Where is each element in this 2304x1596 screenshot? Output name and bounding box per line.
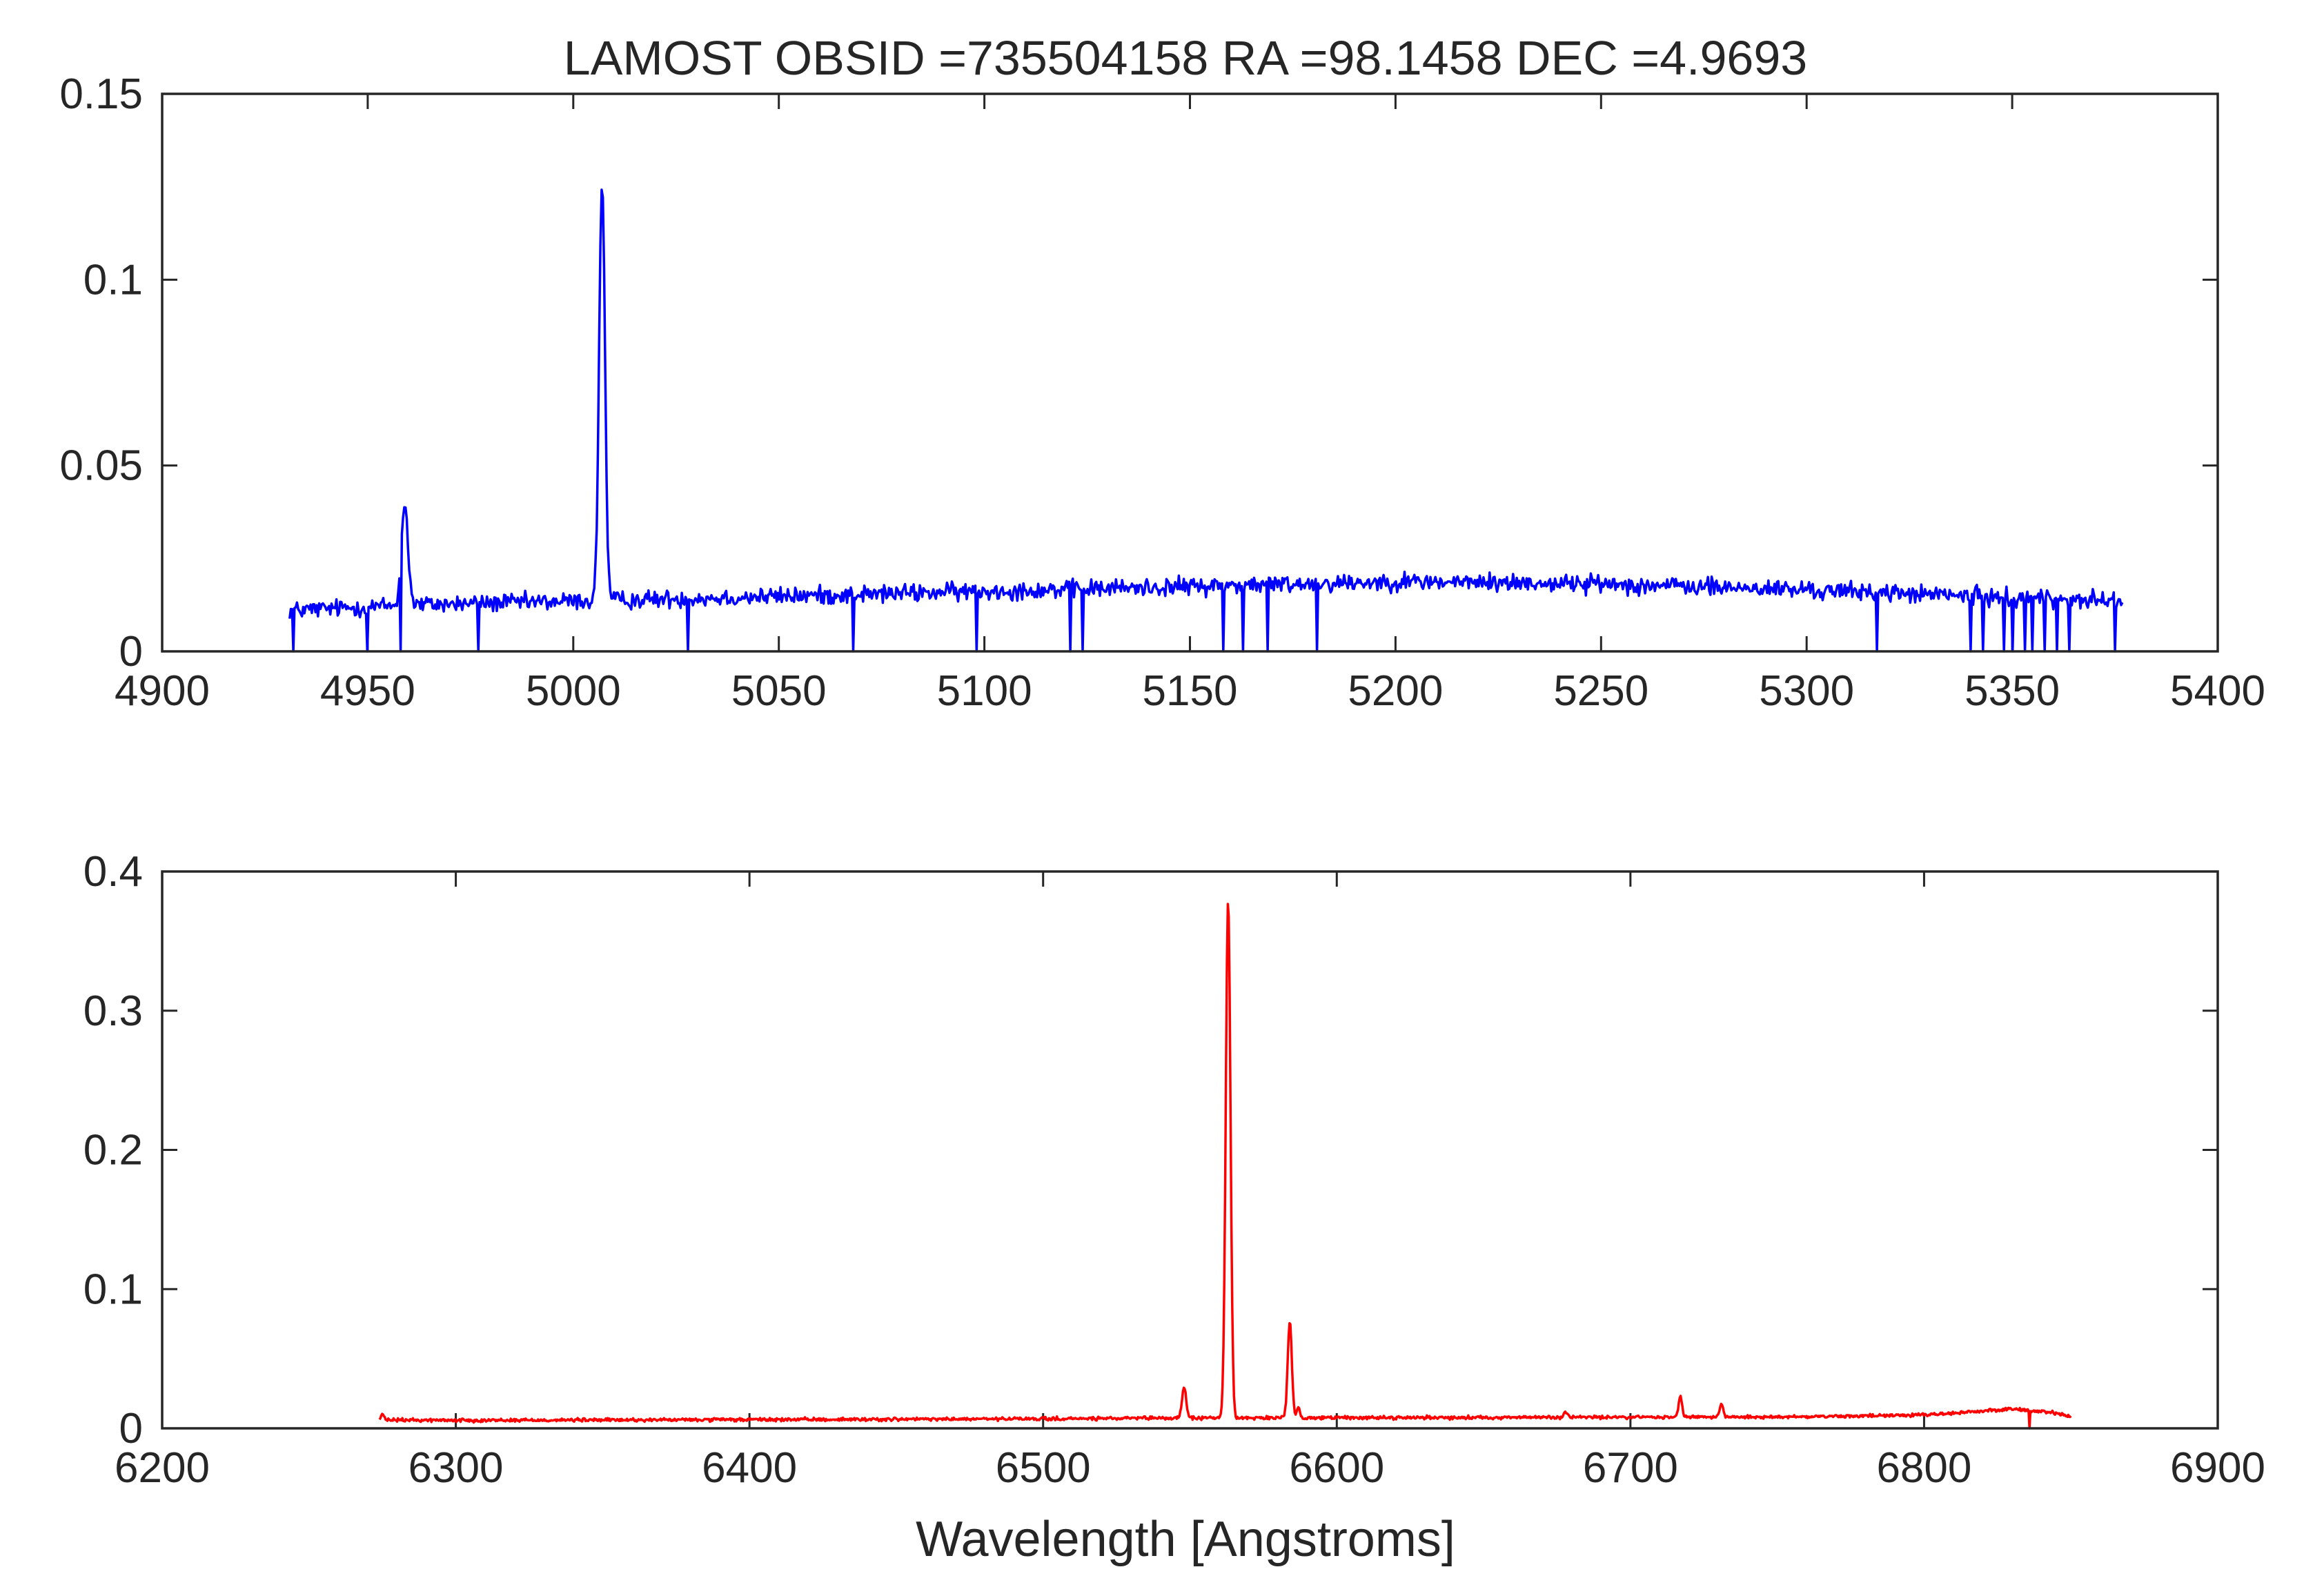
axes-top: 4900 4950 5000 5050 5100 5150 5200 5250 5300 5350… xyxy=(59,70,2265,715)
xtick-label: 6600 xyxy=(1289,1444,1384,1492)
xtick-label: 4950 xyxy=(320,667,415,715)
xtick-label: 6500 xyxy=(996,1444,1091,1492)
xtick-label: 6200 xyxy=(115,1444,210,1492)
axes-top-xtick-labels: 4900 4950 5000 5050 5100 5150 5200 5250 5300 5350… xyxy=(115,667,2265,715)
axes-bottom-ytick-labels: 0 0.1 0.2 0.3 0.4 xyxy=(83,848,143,1452)
ytick-label: 0.3 xyxy=(83,987,143,1035)
xtick-label: 5000 xyxy=(526,667,621,715)
xtick-label: 5050 xyxy=(731,667,827,715)
spectrum-line-red-arm xyxy=(378,903,2072,1430)
xtick-label: 6900 xyxy=(2170,1444,2265,1492)
xtick-label: 5350 xyxy=(1965,667,2060,715)
ytick-label: 0.2 xyxy=(83,1127,143,1174)
xtick-label: 5150 xyxy=(1143,667,1238,715)
axes-top-plot-area xyxy=(288,188,2124,653)
ytick-label: 0 xyxy=(119,628,143,676)
chart-title: LAMOST OBSID =735504158 RA =98.1458 DEC … xyxy=(564,31,1807,85)
axes-top-ytick-labels: 0 0.05 0.1 0.15 xyxy=(59,70,143,676)
axes-bottom-frame xyxy=(161,870,2219,1430)
xtick-label: 5250 xyxy=(1553,667,1648,715)
ytick-label: 0.1 xyxy=(83,256,143,304)
ytick-label: 0.15 xyxy=(59,70,143,118)
xtick-label: 5200 xyxy=(1348,667,1443,715)
axes-bottom: 6200 6300 6400 6500 6600 6700 6800 6900 0 0.1 0.2… xyxy=(83,848,2265,1492)
x-axis-label: Wavelength [Angstroms] xyxy=(916,1512,1455,1567)
axes-top-frame xyxy=(161,92,2219,653)
axes-bottom-plot-area xyxy=(378,903,2072,1430)
xtick-label: 6300 xyxy=(408,1444,504,1492)
xtick-label: 4900 xyxy=(115,667,210,715)
xtick-label: 5400 xyxy=(2170,667,2265,715)
axes-bottom-xtick-labels: 6200 6300 6400 6500 6600 6700 6800 6900 xyxy=(115,1444,2265,1492)
ytick-label: 0.1 xyxy=(83,1265,143,1313)
ytick-label: 0.4 xyxy=(83,848,143,896)
ytick-label: 0.05 xyxy=(59,442,143,490)
xtick-label: 5300 xyxy=(1759,667,1854,715)
spectrum-line-blue-arm xyxy=(288,188,2124,653)
xtick-label: 6700 xyxy=(1583,1444,1678,1492)
xtick-label: 6800 xyxy=(1876,1444,1971,1492)
xtick-label: 5100 xyxy=(937,667,1032,715)
xtick-label: 6400 xyxy=(702,1444,797,1492)
ytick-label: 0 xyxy=(119,1405,143,1452)
